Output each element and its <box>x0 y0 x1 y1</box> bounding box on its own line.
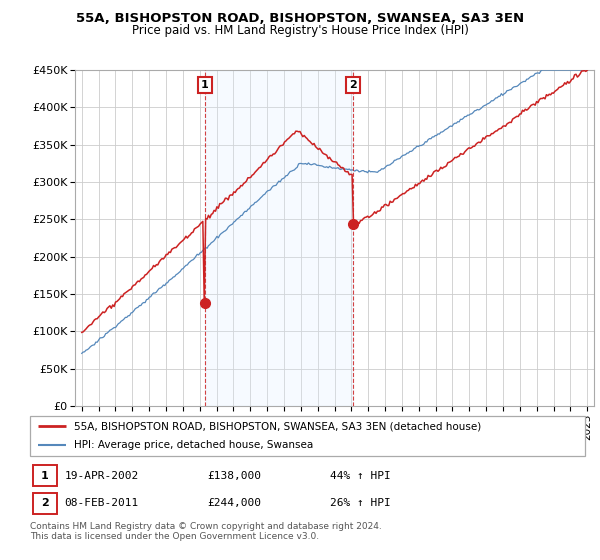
Text: £244,000: £244,000 <box>208 498 262 508</box>
Text: £138,000: £138,000 <box>208 470 262 480</box>
Text: HPI: Average price, detached house, Swansea: HPI: Average price, detached house, Swan… <box>74 440 314 450</box>
Text: 1: 1 <box>201 80 209 90</box>
FancyBboxPatch shape <box>30 416 585 456</box>
Text: 26% ↑ HPI: 26% ↑ HPI <box>330 498 391 508</box>
FancyBboxPatch shape <box>33 493 56 514</box>
Text: 08-FEB-2011: 08-FEB-2011 <box>64 498 139 508</box>
Text: 55A, BISHOPSTON ROAD, BISHOPSTON, SWANSEA, SA3 3EN: 55A, BISHOPSTON ROAD, BISHOPSTON, SWANSE… <box>76 12 524 25</box>
Text: Price paid vs. HM Land Registry's House Price Index (HPI): Price paid vs. HM Land Registry's House … <box>131 24 469 37</box>
Text: 2: 2 <box>41 498 49 508</box>
FancyBboxPatch shape <box>33 465 56 486</box>
Bar <box>205 70 353 406</box>
Text: 44% ↑ HPI: 44% ↑ HPI <box>330 470 391 480</box>
Text: 1: 1 <box>41 470 49 480</box>
Text: 2: 2 <box>349 80 357 90</box>
Text: 19-APR-2002: 19-APR-2002 <box>64 470 139 480</box>
Text: Contains HM Land Registry data © Crown copyright and database right 2024.
This d: Contains HM Land Registry data © Crown c… <box>30 522 382 542</box>
Text: 55A, BISHOPSTON ROAD, BISHOPSTON, SWANSEA, SA3 3EN (detached house): 55A, BISHOPSTON ROAD, BISHOPSTON, SWANSE… <box>74 421 482 431</box>
